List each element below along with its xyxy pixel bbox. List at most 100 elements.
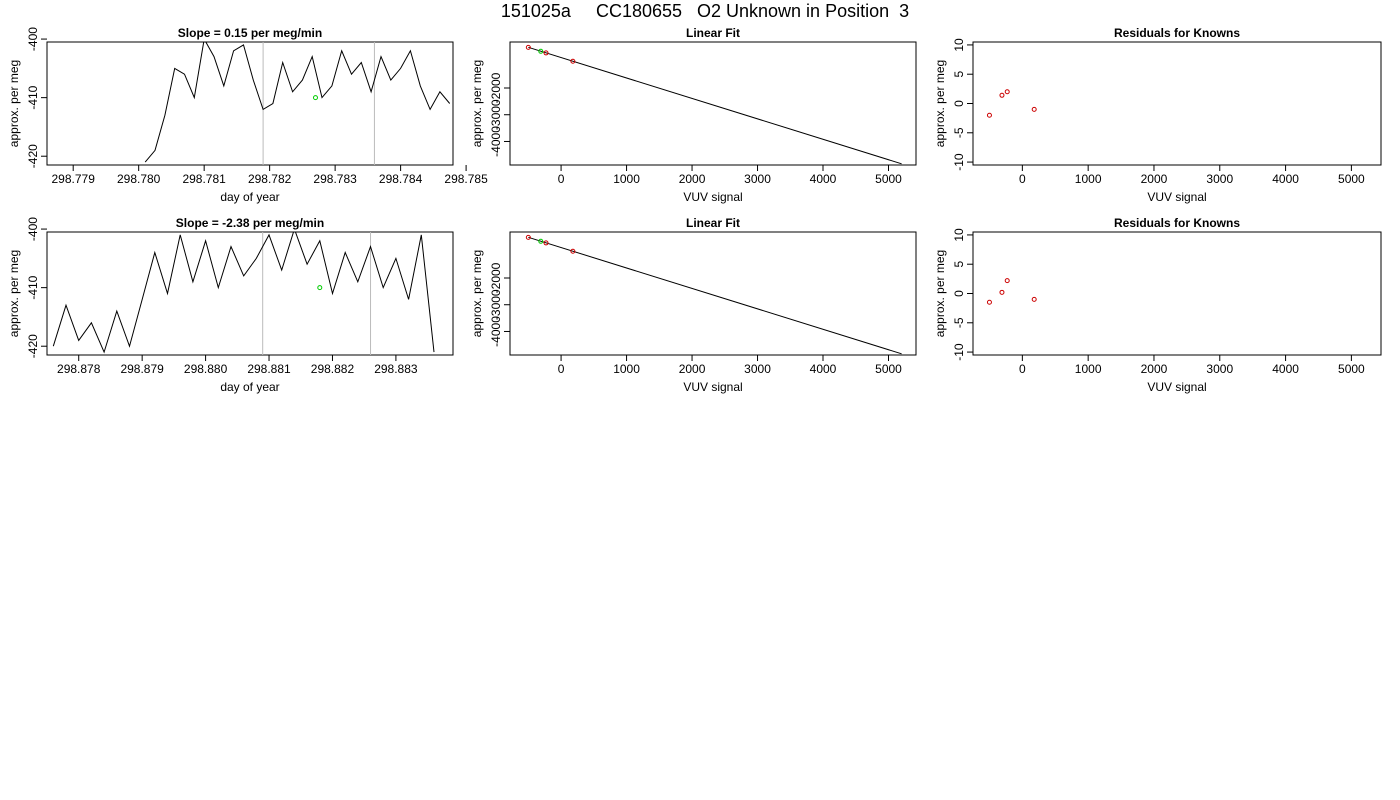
known-point bbox=[1005, 279, 1009, 283]
y-tick-label: -4000 bbox=[489, 126, 503, 157]
x-tick-label: 1000 bbox=[613, 362, 640, 376]
x-tick-label: 298.783 bbox=[313, 172, 357, 186]
x-tick-label: 298.879 bbox=[120, 362, 164, 376]
x-tick-label: 4000 bbox=[810, 172, 837, 186]
series-line bbox=[145, 39, 450, 162]
y-tick-label: -3000 bbox=[489, 289, 503, 320]
x-tick-label: 5000 bbox=[1338, 172, 1365, 186]
y-tick-label: 5 bbox=[952, 71, 966, 78]
x-axis-label: day of year bbox=[220, 380, 279, 394]
panel-title: Linear Fit bbox=[686, 216, 740, 230]
y-tick-label: 5 bbox=[952, 261, 966, 268]
y-tick-label: -4000 bbox=[489, 316, 503, 347]
y-axis-label: approx. per meg bbox=[470, 250, 484, 337]
panel-title: Residuals for Knowns bbox=[1114, 26, 1240, 40]
plot-area bbox=[145, 39, 450, 165]
x-tick-label: 3000 bbox=[744, 362, 771, 376]
y-tick-label: -400 bbox=[26, 217, 40, 241]
known-point bbox=[1032, 107, 1036, 111]
x-tick-label: 298.782 bbox=[248, 172, 292, 186]
x-tick-label: 298.784 bbox=[379, 172, 423, 186]
x-tick-label: 298.882 bbox=[311, 362, 355, 376]
y-tick-label: 0 bbox=[952, 290, 966, 297]
x-tick-label: 298.880 bbox=[184, 362, 228, 376]
y-tick-label: -2000 bbox=[489, 262, 503, 293]
y-tick-label: -410 bbox=[26, 275, 40, 299]
x-tick-label: 2000 bbox=[679, 362, 706, 376]
panel-title: Slope = 0.15 per meg/min bbox=[178, 26, 322, 40]
y-tick-label: -5 bbox=[952, 127, 966, 138]
x-tick-label: 298.881 bbox=[247, 362, 291, 376]
y-tick-label: -3000 bbox=[489, 99, 503, 130]
x-axis-label: VUV signal bbox=[1147, 190, 1206, 204]
panel-title: Linear Fit bbox=[686, 26, 740, 40]
x-tick-label: 5000 bbox=[875, 362, 902, 376]
fit-line bbox=[528, 47, 901, 163]
y-tick-label: 10 bbox=[952, 228, 966, 242]
x-tick-label: 4000 bbox=[1272, 362, 1299, 376]
x-tick-label: 0 bbox=[558, 172, 565, 186]
x-tick-label: 298.785 bbox=[444, 172, 488, 186]
known-point bbox=[1032, 297, 1036, 301]
known-point bbox=[1000, 93, 1004, 97]
y-axis-label: approx. per meg bbox=[933, 60, 947, 147]
x-tick-label: 2000 bbox=[1141, 172, 1168, 186]
x-axis-label: VUV signal bbox=[683, 380, 742, 394]
plot-area bbox=[53, 229, 434, 355]
x-tick-label: 2000 bbox=[679, 172, 706, 186]
y-axis-label: approx. per meg bbox=[7, 60, 21, 147]
y-tick-label: 0 bbox=[952, 100, 966, 107]
plot-frame bbox=[973, 232, 1381, 355]
y-tick-label: -420 bbox=[26, 334, 40, 358]
x-tick-label: 4000 bbox=[810, 362, 837, 376]
y-tick-label: -420 bbox=[26, 144, 40, 168]
x-tick-label: 2000 bbox=[1141, 362, 1168, 376]
x-tick-label: 3000 bbox=[1206, 362, 1233, 376]
x-tick-label: 298.780 bbox=[117, 172, 161, 186]
x-tick-label: 0 bbox=[1019, 172, 1026, 186]
panel-title: Residuals for Knowns bbox=[1114, 216, 1240, 230]
series-line bbox=[53, 229, 434, 352]
panel-2: Linear Fit 0 1000 2000 3000 4000 5000 -2000-300… bbox=[470, 26, 916, 204]
x-tick-label: 298.883 bbox=[374, 362, 418, 376]
y-axis-label: approx. per meg bbox=[470, 60, 484, 147]
plot-area bbox=[987, 279, 1036, 305]
known-point bbox=[1005, 90, 1009, 94]
y-axis-label: approx. per meg bbox=[933, 250, 947, 337]
plot-frame bbox=[47, 42, 453, 165]
y-axis-label: approx. per meg bbox=[7, 250, 21, 337]
y-tick-label: -410 bbox=[26, 85, 40, 109]
x-tick-label: 3000 bbox=[744, 172, 771, 186]
y-tick-label: -2000 bbox=[489, 72, 503, 103]
panel-1: Slope = 0.15 per meg/min 298.779 298.780 29… bbox=[7, 26, 488, 204]
x-axis-label: VUV signal bbox=[683, 190, 742, 204]
x-tick-label: 298.779 bbox=[51, 172, 95, 186]
panel-6: Residuals for Knowns 0 1000 2000 3000 4000 500… bbox=[933, 216, 1381, 394]
unknown-point-marker bbox=[313, 96, 317, 100]
panel-3: Residuals for Knowns 0 1000 2000 3000 4000 500… bbox=[933, 26, 1381, 204]
x-tick-label: 1000 bbox=[1075, 362, 1102, 376]
x-tick-label: 1000 bbox=[1075, 172, 1102, 186]
fit-line bbox=[528, 237, 901, 353]
x-tick-label: 0 bbox=[558, 362, 565, 376]
y-tick-label: 10 bbox=[952, 38, 966, 52]
y-tick-label: -10 bbox=[952, 343, 966, 361]
x-tick-label: 5000 bbox=[1338, 362, 1365, 376]
x-axis-label: VUV signal bbox=[1147, 380, 1206, 394]
x-tick-label: 5000 bbox=[875, 172, 902, 186]
x-tick-label: 4000 bbox=[1272, 172, 1299, 186]
x-tick-label: 298.878 bbox=[57, 362, 101, 376]
plot-area bbox=[526, 235, 901, 353]
y-tick-label: -10 bbox=[952, 153, 966, 171]
panel-5: Linear Fit 0 1000 2000 3000 4000 5000 -2000-300… bbox=[470, 216, 916, 394]
panel-title: Slope = -2.38 per meg/min bbox=[176, 216, 324, 230]
x-tick-label: 3000 bbox=[1206, 172, 1233, 186]
unknown-point-marker bbox=[318, 286, 322, 290]
plot-frame bbox=[973, 42, 1381, 165]
known-point bbox=[987, 300, 991, 304]
x-tick-label: 298.781 bbox=[182, 172, 226, 186]
panel-4: Slope = -2.38 per meg/min 298.878 298.879 2… bbox=[7, 216, 453, 394]
x-axis-label: day of year bbox=[220, 190, 279, 204]
plot-area bbox=[526, 45, 901, 163]
